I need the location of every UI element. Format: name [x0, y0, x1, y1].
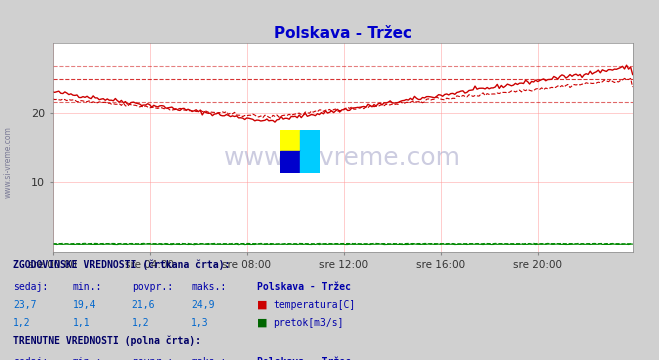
Text: 21,6: 21,6: [132, 300, 156, 310]
Text: maks.:: maks.:: [191, 357, 226, 360]
Text: povpr.:: povpr.:: [132, 357, 173, 360]
Text: www.si-vreme.com: www.si-vreme.com: [224, 146, 461, 170]
Text: 24,9: 24,9: [191, 300, 215, 310]
Text: 23,7: 23,7: [13, 300, 37, 310]
Text: 19,4: 19,4: [72, 300, 96, 310]
Text: Polskava - Tržec: Polskava - Tržec: [257, 282, 351, 292]
Text: pretok[m3/s]: pretok[m3/s]: [273, 318, 344, 328]
Text: ■: ■: [257, 300, 268, 310]
Text: www.si-vreme.com: www.si-vreme.com: [3, 126, 13, 198]
Title: Polskava - Tržec: Polskava - Tržec: [273, 26, 412, 41]
Text: temperatura[C]: temperatura[C]: [273, 300, 356, 310]
Text: 1,1: 1,1: [72, 318, 90, 328]
Bar: [300, 130, 320, 151]
Bar: [280, 151, 300, 173]
Text: sedaj:: sedaj:: [13, 282, 48, 292]
Text: 1,2: 1,2: [13, 318, 31, 328]
Text: ■: ■: [257, 318, 268, 328]
Bar: [280, 130, 300, 151]
Text: ZGODOVINSKE VREDNOSTI (črtkana črta):: ZGODOVINSKE VREDNOSTI (črtkana črta):: [13, 260, 231, 270]
Text: 1,3: 1,3: [191, 318, 209, 328]
Text: 1,2: 1,2: [132, 318, 150, 328]
Text: sedaj:: sedaj:: [13, 357, 48, 360]
Text: Polskava - Tržec: Polskava - Tržec: [257, 357, 351, 360]
Text: TRENUTNE VREDNOSTI (polna črta):: TRENUTNE VREDNOSTI (polna črta):: [13, 335, 201, 346]
Text: min.:: min.:: [72, 357, 102, 360]
Text: povpr.:: povpr.:: [132, 282, 173, 292]
Text: min.:: min.:: [72, 282, 102, 292]
Bar: [300, 151, 320, 173]
Text: maks.:: maks.:: [191, 282, 226, 292]
